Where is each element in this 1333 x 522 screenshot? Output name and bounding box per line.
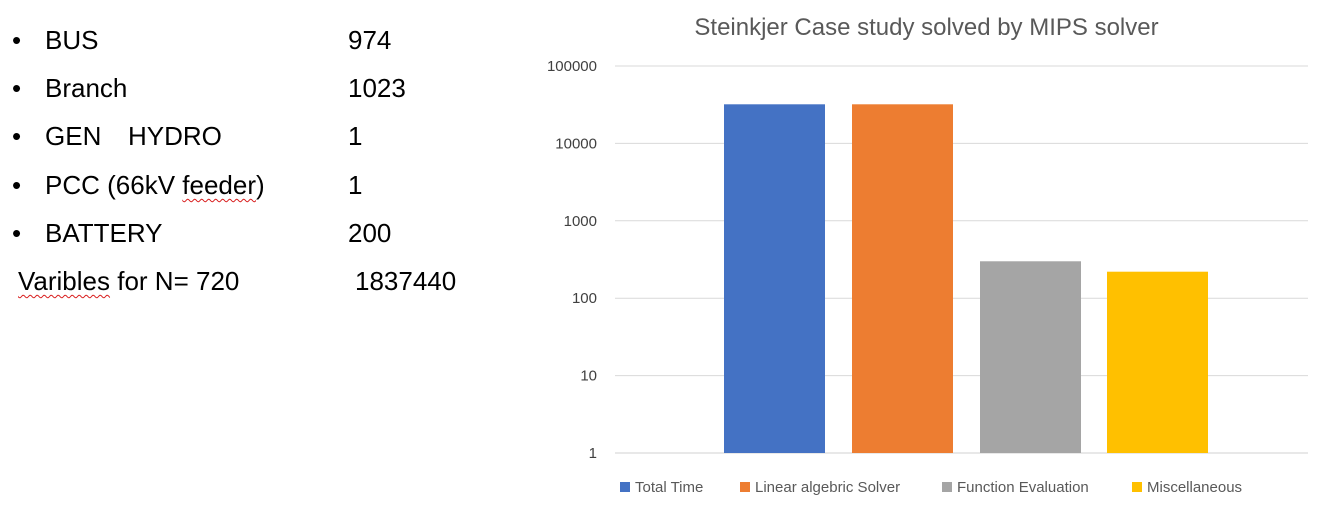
- y-tick-label: 1000: [564, 213, 597, 230]
- stat-label: Varibles for N= 720: [18, 257, 239, 305]
- y-tick-label: 100000: [547, 58, 597, 75]
- stat-value: 1837440: [355, 266, 457, 296]
- legend-label: Function Evaluation: [957, 479, 1089, 496]
- stat-label: BATTERY: [45, 218, 163, 248]
- stat-label: PCC (66kV feeder): [45, 161, 265, 209]
- bar: [980, 261, 1081, 453]
- bullet: •: [12, 218, 22, 248]
- bullet: •: [12, 73, 22, 103]
- bullet: •: [12, 121, 22, 151]
- chart-title: Steinkjer Case study solved by MIPS solv…: [694, 14, 1159, 41]
- y-tick-label: 10000: [555, 135, 597, 152]
- stat-label-part: ): [256, 170, 265, 200]
- legend-label: Miscellaneous: [1147, 479, 1242, 496]
- stat-label-part: GEN: [45, 121, 102, 151]
- bar: [724, 104, 825, 453]
- stat-label: GEN HYDRO: [45, 112, 222, 160]
- legend-swatch: [740, 482, 750, 492]
- stat-value: 1023: [348, 73, 406, 103]
- y-tick-label: 100: [572, 290, 597, 307]
- spellcheck-word: feeder: [182, 170, 256, 200]
- bullet: •: [12, 170, 22, 200]
- stat-label: Branch: [45, 73, 128, 103]
- stat-value: 200: [348, 218, 392, 248]
- spellcheck-word: Varibles: [18, 266, 111, 296]
- bar: [1107, 271, 1208, 453]
- stat-label: BUS: [45, 25, 99, 55]
- chart-svg: 1 10 100 1000 10000 100000 Total Time Linear al…: [547, 58, 1308, 496]
- y-tick-label: 10: [580, 368, 597, 385]
- legend-swatch: [942, 482, 952, 492]
- bullet: •: [12, 25, 22, 55]
- stat-value: 1: [348, 170, 363, 200]
- stat-label-part: HYDRO: [128, 121, 222, 151]
- stats-panel: • BUS 974 • Branch 1023 • GEN HYDRO 1 • P…: [0, 0, 520, 320]
- legend-label: Total Time: [635, 479, 703, 496]
- legend-label: Linear algebric Solver: [755, 479, 900, 496]
- legend-swatch: [1132, 482, 1142, 492]
- stat-value: 974: [348, 25, 392, 55]
- chart: Steinkjer Case study solved by MIPS solv…: [520, 0, 1333, 522]
- y-tick-label: 1: [589, 445, 597, 462]
- stat-value: 1: [348, 121, 363, 151]
- legend-swatch: [620, 482, 630, 492]
- stat-label-part: for N= 720: [110, 266, 240, 296]
- stat-label-part: PCC (66kV: [45, 170, 183, 200]
- bar: [852, 104, 953, 453]
